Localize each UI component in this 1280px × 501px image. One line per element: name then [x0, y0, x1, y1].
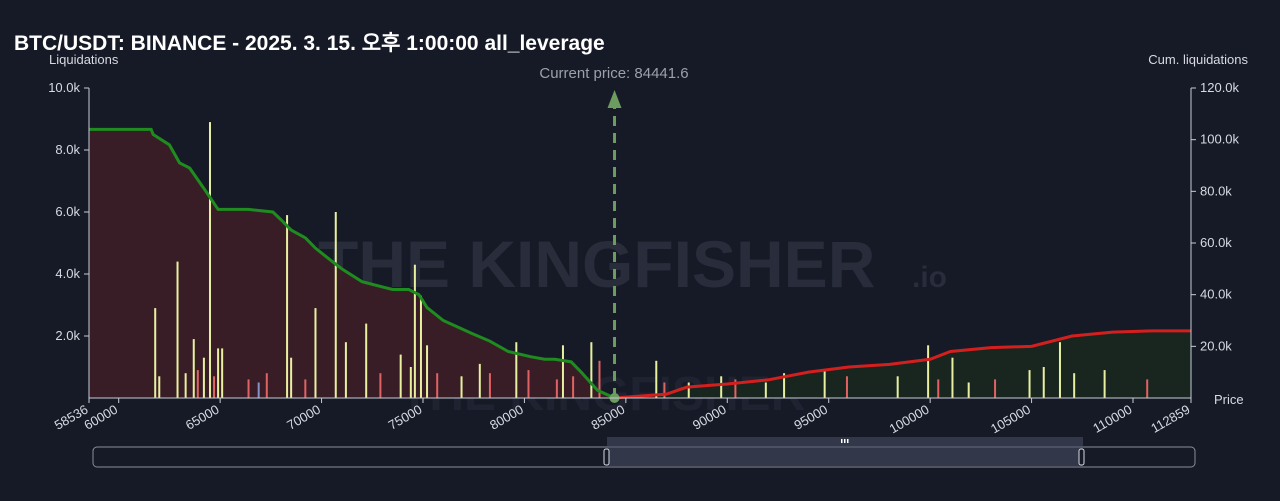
liquidation-bar [221, 348, 224, 398]
liquidation-bar [527, 370, 530, 398]
liquidation-bar [598, 360, 601, 398]
liquidation-bar [334, 212, 337, 398]
liquidation-bar [192, 339, 195, 398]
y-left-tick-label: 2.0k [55, 328, 80, 343]
liquidation-bar [184, 373, 187, 398]
liquidation-bar [202, 357, 205, 398]
liquidation-bar [399, 354, 402, 398]
y-right-tick-label: 20.0k [1200, 338, 1232, 353]
liquidation-bar [823, 370, 826, 398]
watermark-suffix: .io [912, 261, 947, 294]
liquidation-bar [515, 342, 518, 398]
liquidation-bar [176, 261, 179, 398]
navigator-right-handle[interactable] [1078, 448, 1085, 466]
y-left-tick-label: 4.0k [55, 266, 80, 281]
liquidation-bar [994, 379, 997, 398]
y-left-tick-label: 8.0k [55, 142, 80, 157]
y-right-tick-label: 80.0k [1200, 183, 1232, 198]
liquidation-bar [783, 373, 786, 398]
liquidation-bar [478, 363, 481, 398]
liquidation-bar [590, 342, 593, 398]
liquidation-bar [572, 376, 575, 398]
liquidation-bar [217, 348, 220, 398]
x-tick-label: 112859 [1148, 402, 1192, 436]
liquidation-bar [344, 342, 347, 398]
liquidation-bar [314, 308, 317, 398]
liquidation-bar [967, 382, 970, 398]
liquidation-bar [720, 376, 723, 398]
y-left-tick-label: 6.0k [55, 204, 80, 219]
plot-area [89, 90, 1191, 403]
y-right-tick-label: 40.0k [1200, 287, 1232, 302]
liquidation-bar [286, 215, 289, 398]
liquidation-bar [213, 376, 216, 398]
chart-title: BTC/USDT: BINANCE - 2025. 3. 15. 오후 1:00… [14, 32, 605, 55]
liquidation-bar [1146, 379, 1149, 398]
liquidation-bar [290, 357, 293, 398]
watermark-text: THE KINGFISHER [318, 227, 875, 301]
x-tick-label: 100000 [887, 402, 932, 437]
liquidation-bar [845, 376, 848, 398]
liquidation-bar [951, 357, 954, 398]
x-tick-label: 65000 [183, 402, 222, 433]
y-left-axis-label: Liquidations [49, 52, 119, 67]
current-price-arrow-icon [607, 90, 622, 108]
x-axis-label: Price [1214, 392, 1244, 407]
liquidation-bar [1042, 367, 1045, 398]
x-tick-label: 70000 [284, 402, 323, 433]
liquidation-bar [561, 345, 564, 398]
navigator-left-handle[interactable] [603, 448, 610, 466]
liquidation-bar [257, 382, 260, 398]
liquidation-bar [409, 367, 412, 398]
liquidation-bar [655, 360, 658, 398]
liquidation-bar [426, 345, 429, 398]
y-right-axis-label: Cum. liquidations [1148, 52, 1248, 67]
liquidation-bar [379, 373, 382, 398]
range-navigator[interactable] [92, 437, 1196, 468]
liquidation-bar [937, 379, 940, 398]
liquidation-bar [419, 295, 422, 398]
liquidation-bar [927, 345, 930, 398]
navigator-grip-icon[interactable] [841, 439, 849, 443]
liquidation-bar [488, 373, 491, 398]
liquidation-bar [764, 382, 767, 398]
x-tick-label: 110000 [1090, 402, 1134, 436]
long-liquidation-area [89, 129, 615, 399]
liquidation-bar [1073, 373, 1076, 398]
y-left-tick-label: 10.0k [48, 80, 80, 95]
liquidation-bar [687, 382, 690, 398]
liquidation-bar [1058, 342, 1061, 398]
liquidation-bar [208, 122, 211, 398]
cum-long-line [89, 127, 616, 400]
y-right-tick-label: 100.0k [1200, 132, 1240, 147]
liquidation-bar [247, 379, 250, 398]
x-tick-label: 105000 [988, 402, 1033, 437]
liquidation-bar [734, 379, 737, 398]
liquidation-bar [154, 308, 157, 398]
liquidation-bar [1028, 370, 1031, 398]
current-price-label: Current price: 84441.6 [539, 65, 688, 82]
cum-short-line [614, 329, 1191, 400]
x-tick-label: 60000 [81, 402, 120, 433]
liquidation-bar [555, 379, 558, 398]
liquidation-bar [1103, 370, 1106, 398]
liquidation-bar [304, 379, 307, 398]
liquidation-bar [158, 376, 161, 398]
liquidation-bar [265, 373, 268, 398]
liquidation-bar [365, 323, 368, 398]
y-right-tick-label: 120.0k [1200, 80, 1240, 95]
liquidation-bar [436, 373, 439, 398]
liquidation-bar [413, 264, 416, 398]
liquidation-bar [196, 370, 199, 398]
liquidation-bar [896, 376, 899, 398]
y-right-tick-label: 60.0k [1200, 235, 1232, 250]
liquidation-bar [663, 382, 666, 398]
liquidation-bar [460, 376, 463, 398]
